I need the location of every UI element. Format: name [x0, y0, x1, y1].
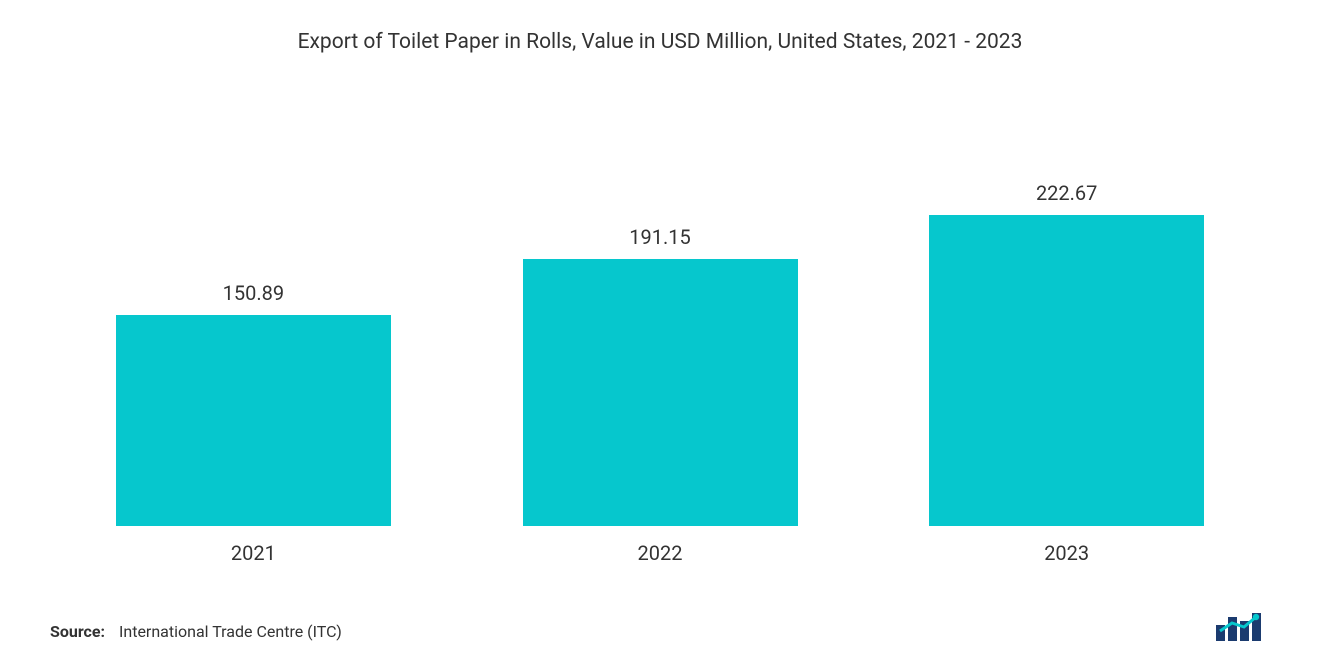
bar: [929, 215, 1204, 527]
plot-area: 150.89 191.15 222.67: [50, 67, 1270, 527]
brand-logo-icon: [1216, 611, 1270, 641]
bar-slot-2: 222.67: [863, 67, 1270, 526]
x-axis-labels: 2021 2022 2023: [50, 541, 1270, 565]
chart-title: Export of Toilet Paper in Rolls, Value i…: [50, 28, 1270, 57]
bar: [523, 259, 798, 527]
bar: [116, 315, 391, 526]
x-label: 2022: [457, 541, 864, 565]
source-text: International Trade Centre (ITC): [119, 622, 342, 641]
chart-footer: Source: International Trade Centre (ITC): [50, 611, 1270, 641]
source-citation: Source: International Trade Centre (ITC): [50, 622, 342, 641]
x-label: 2021: [50, 541, 457, 565]
bar-value-label: 222.67: [1036, 181, 1097, 205]
bar-value-label: 150.89: [223, 281, 284, 305]
bar-slot-0: 150.89: [50, 67, 457, 526]
x-label: 2023: [863, 541, 1270, 565]
chart-container: Export of Toilet Paper in Rolls, Value i…: [0, 0, 1320, 665]
source-label: Source:: [50, 622, 105, 641]
bar-slot-1: 191.15: [457, 67, 864, 526]
bar-value-label: 191.15: [629, 225, 690, 249]
